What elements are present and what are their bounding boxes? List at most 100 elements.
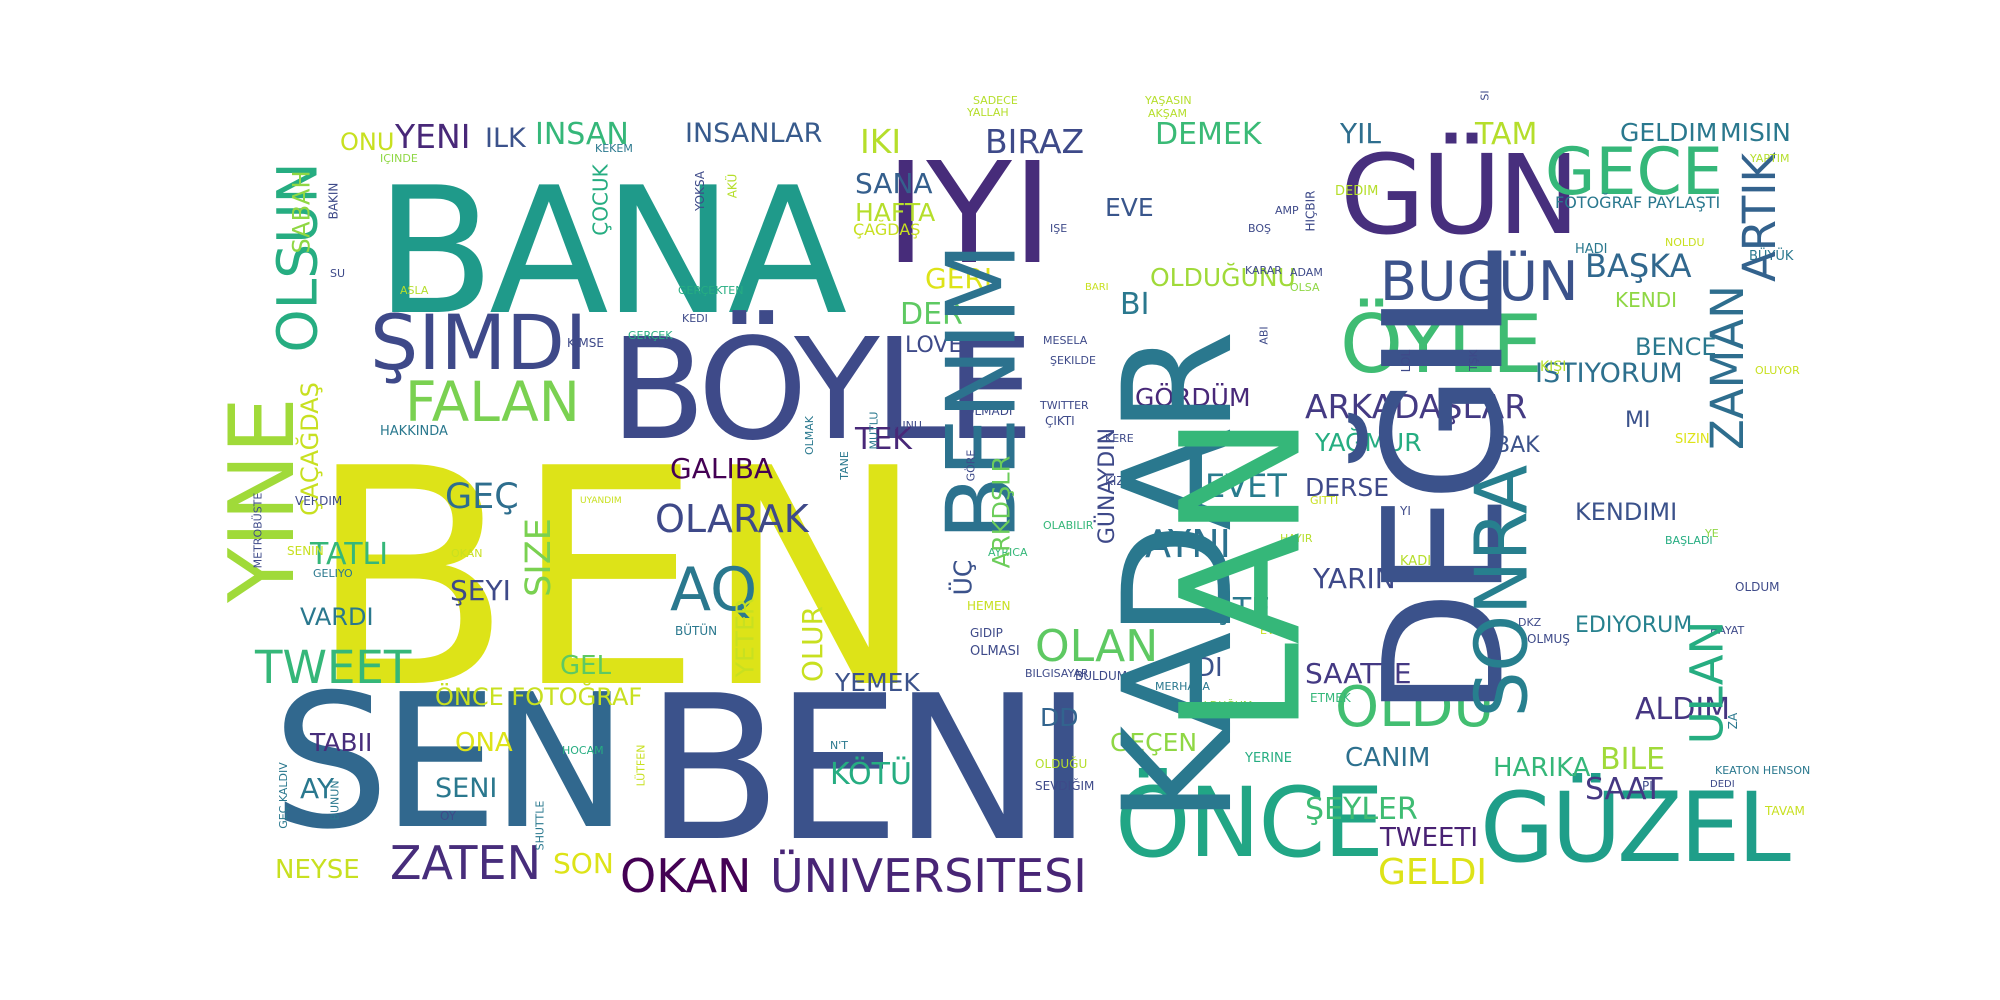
word-oyle: ÖYLE [1340,298,1543,391]
word-hakkinda: HAKKINDA [380,424,448,439]
word-olsa: OLSA [1290,281,1320,294]
word-tek: TEK [855,422,912,457]
word-bunun: N'T [830,739,848,752]
word-oy: HOCAM [562,744,604,757]
word-amp: BOŞ [1248,222,1271,235]
word-cloud: BEN BANA SEN BENI BÖYLE IYI GÜN ÖNCE GÜZ… [210,90,1810,899]
word-hicbir: HIÇBIR [1303,190,1318,232]
word-kere: GÖRE [964,449,978,482]
word-yalniz: MERHABA [1155,680,1210,693]
word-okan: OKAN [620,849,752,903]
word-beni: BENI [645,653,1093,886]
word-lol: LOL [1399,349,1414,373]
word-cagdas: ÇAĞDAŞ [853,220,921,239]
word-geldi: GELDI [1378,852,1488,893]
word-buldum: OLDUĞU [1035,757,1088,771]
word-evet: EVET [1205,467,1287,505]
word-baska: BAŞKA [1585,247,1692,285]
word-dkz: OLMUŞ [1527,632,1570,646]
word-asla: KIMSE [567,336,604,350]
word-mutlu: TANE [837,451,851,480]
word-yaptim: YAPTIM [1750,152,1790,165]
word-tatli: TATLI [310,537,389,572]
word-demek: DEMEK [1155,117,1262,152]
word-yallah: SADECE [973,94,1018,107]
word-olacak: KADIN [1400,554,1441,569]
word-iyi: IYI [885,133,1054,296]
word-iki: IKI [860,122,902,161]
word-arkdslr: ARKDŞLR [987,455,1016,569]
word-ona: ONA [455,728,513,758]
word-kisi: TŞK [1466,350,1480,371]
word-zaman: ZAMAN [1700,285,1754,450]
word-vardi: VARDI [300,603,374,631]
word-olmasi: BILGISAYAR [1025,667,1089,680]
word-ise: AKŞAM [1148,107,1187,120]
word-bak: BAK [1495,433,1540,458]
word-fotograf-paylasti: FOTOĞRAF PAYLAŞTI [1555,193,1721,212]
word-hayat: OLDUM [1735,580,1780,594]
word-olmak: MUTLU [867,411,881,450]
word-su: ASLA [400,284,429,297]
word-kedi: ŞEKILDE [1050,354,1096,367]
word-olmadi: TWITTER [1040,399,1089,412]
word-oldugum: ETMEK [1310,691,1351,705]
word-evde: GITTI [1310,494,1339,507]
word-geri: GERI [925,262,993,295]
word-yasasin: YALLAH [967,106,1009,119]
word-cacagdas: ÇAÇAĞDAŞ [295,382,324,516]
word-etmek: EVDE [1260,624,1290,637]
word-keaton-henson: ZA [1726,712,1741,730]
word-onu: ONU [340,128,395,156]
word-istiyorum: ISTIYORUM [1535,358,1683,389]
word-artik: ARTIK [1733,152,1787,283]
word-metrobuste: GELIYO [313,567,353,580]
word-sen: SEN [272,654,629,870]
word-sekilde: MESELA [1043,334,1088,347]
word-kekem: BAKIN [326,182,341,220]
word-simdi: ŞIMDI [370,298,588,387]
word-olabilir: AYRICA [988,546,1028,559]
word-sonra: SONRA [1459,464,1544,718]
word-galiba: GALIBA [670,452,774,485]
word-harika: HARIKA [1493,753,1591,783]
word-yarin: YARIN [1313,562,1396,595]
word-yerine: OLDUĞUM [1195,699,1253,712]
word-ediyorum: EDIYORUM [1575,613,1693,638]
word-insan: INSAN [535,117,629,152]
word-tweeti: TWEETI [1380,823,1478,853]
word-universitesi: ÜNIVERSITESI [770,849,1087,903]
word-bile: BILE [1600,742,1666,777]
word-canim: CANIM [1345,743,1431,773]
word-tavam: DEDI [1710,779,1735,790]
word-seyler: ŞEYLER [1305,792,1418,827]
word-cocuk: ÇOCUK [588,164,613,236]
word-noldu: NOLDU [1665,236,1705,249]
word-gecen: GEÇEN [1110,728,1198,757]
word-seni: SENI [435,773,498,804]
word-oluyor: BARI [1085,282,1109,293]
word-buyuk: BÜYÜK [1749,249,1794,264]
word-dedi: KEATON HENSON [1715,764,1811,777]
word-si: SENIN [287,544,324,558]
word-boyle: BÖYLE [610,309,1034,472]
word-olmus: PI [1642,779,1653,793]
word-twitter: ÇIKTI [1045,414,1075,428]
word-tweet: TWEET [255,641,412,694]
word-hadi: HADI [1575,242,1608,257]
word-ye: BAŞLADI [1665,534,1713,547]
word-saat: SAAT [1585,772,1663,807]
word-kadin: DKZ [1518,616,1542,629]
word-lan: LAN [1145,420,1338,735]
word-seyi: ŞEYI [450,574,511,607]
word-aq: AQ [670,555,758,625]
word-za: HAYAT [1710,624,1745,637]
word-aku: YOKSA [693,170,708,212]
word-di: DI [1195,653,1223,683]
word-once: ÖNCE [1115,767,1384,879]
word-bari: AMP [1275,204,1299,217]
word-olarak: OLARAK [655,497,809,541]
word-hayir: YI [1400,504,1411,518]
word-butun: OKAN [451,547,483,560]
word-is: GEÇ KALDIV [276,762,290,829]
